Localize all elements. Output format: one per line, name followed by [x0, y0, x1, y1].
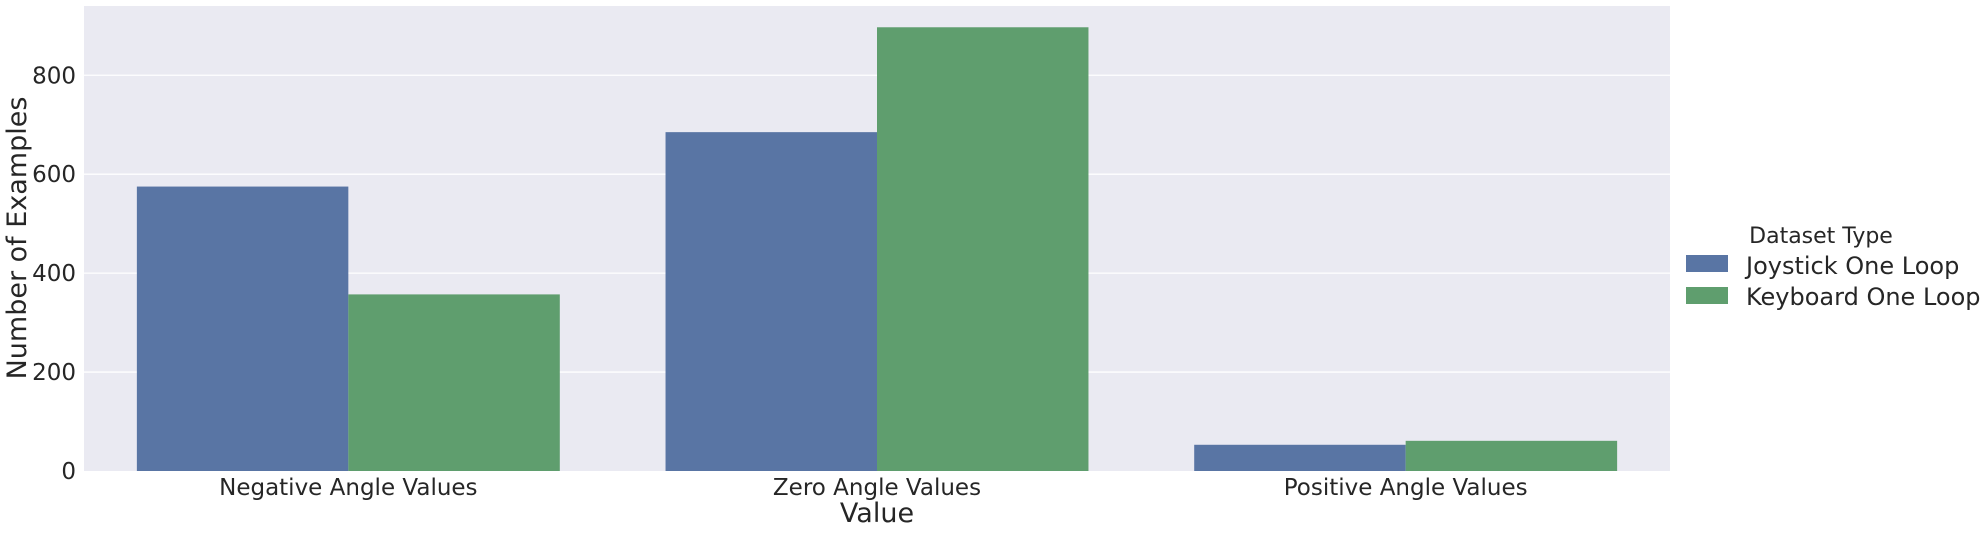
x-axis-ticks: Negative Angle Values Zero Angle Values Po…: [219, 475, 1527, 501]
x-axis-title: Value: [840, 498, 914, 529]
x-tick-label: Zero Angle Values: [773, 475, 981, 501]
bar-keyboard-one-loop: [877, 27, 1089, 472]
bar-joystick-one-loop: [665, 132, 877, 471]
legend-label-keyboard-one-loop: Keyboard One Loop: [1746, 283, 1981, 311]
bar-joystick-one-loop: [1194, 444, 1406, 471]
x-tick-label: Negative Angle Values: [219, 475, 477, 501]
y-axis-title: Number of Examples: [2, 97, 33, 380]
y-tick-label: 200: [32, 360, 76, 386]
bar-keyboard-one-loop: [1405, 440, 1618, 471]
bars: [136, 27, 1618, 472]
legend-title: Dataset Type: [1749, 224, 1893, 249]
legend: Dataset Type Joystick One Loop Keyboard …: [1686, 224, 1981, 311]
y-tick-label: 400: [32, 261, 76, 287]
y-axis-ticks: 0 200 400 600 800: [32, 63, 76, 485]
y-tick-label: 600: [32, 162, 76, 188]
y-tick-label: 800: [32, 63, 76, 89]
y-tick-label: 0: [61, 459, 76, 485]
legend-swatch-joystick-one-loop: [1686, 255, 1728, 272]
bar-joystick-one-loop: [136, 186, 349, 471]
legend-label-joystick-one-loop: Joystick One Loop: [1744, 252, 1959, 280]
x-tick-label: Positive Angle Values: [1284, 475, 1528, 501]
legend-swatch-keyboard-one-loop: [1686, 287, 1728, 304]
bar-keyboard-one-loop: [348, 294, 560, 471]
